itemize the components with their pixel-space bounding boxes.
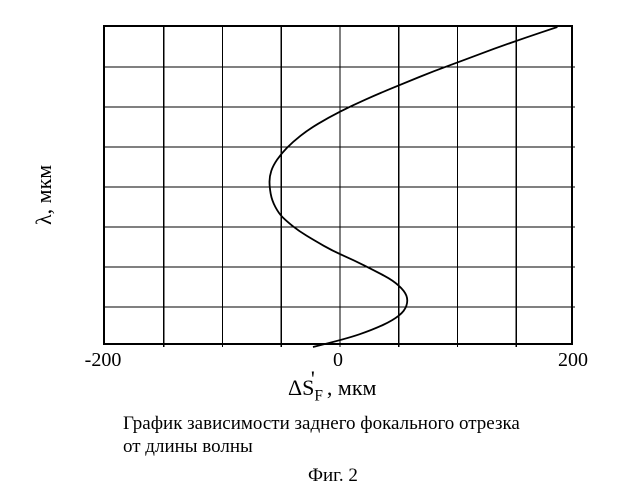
x-axis-label: ΔSF', мкм [288,375,376,405]
x-tick-label: -200 [73,349,133,372]
figure-container: -200 0 200 λ, мкм ΔSF', мкм График завис… [0,0,621,500]
grid-lines [105,27,575,347]
x-tick-label: 0 [308,349,368,372]
x-axis-label-sub: F [314,387,323,404]
plot-area [103,25,573,345]
caption-line-1: График зависимости заднего фокального от… [123,413,520,434]
y-axis-label: λ, мкм [31,165,57,225]
plot-svg [105,27,575,347]
figure-caption: График зависимости заднего фокального от… [123,413,520,459]
x-axis-label-suffix: , мкм [327,375,377,400]
x-axis-label-prime: ' [311,366,315,391]
x-tick-label: 200 [543,349,603,372]
figure-number: Фиг. 2 [308,465,358,487]
caption-line-2: от длины волны [123,436,253,457]
